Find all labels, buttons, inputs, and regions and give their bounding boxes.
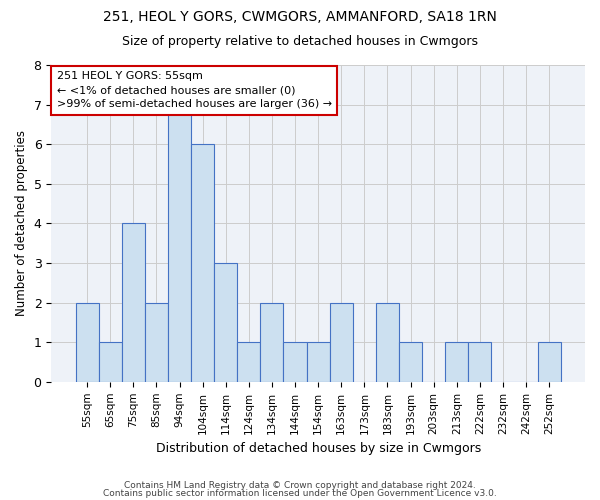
Bar xyxy=(214,263,237,382)
Text: Size of property relative to detached houses in Cwmgors: Size of property relative to detached ho… xyxy=(122,35,478,48)
Bar xyxy=(538,342,561,382)
Bar xyxy=(445,342,469,382)
Bar xyxy=(399,342,422,382)
Bar xyxy=(191,144,214,382)
Bar xyxy=(122,224,145,382)
Bar xyxy=(145,302,168,382)
Bar xyxy=(307,342,329,382)
Bar xyxy=(469,342,491,382)
Y-axis label: Number of detached properties: Number of detached properties xyxy=(15,130,28,316)
X-axis label: Distribution of detached houses by size in Cwmgors: Distribution of detached houses by size … xyxy=(155,442,481,455)
Bar xyxy=(168,104,191,382)
Bar xyxy=(376,302,399,382)
Bar xyxy=(329,302,353,382)
Text: 251, HEOL Y GORS, CWMGORS, AMMANFORD, SA18 1RN: 251, HEOL Y GORS, CWMGORS, AMMANFORD, SA… xyxy=(103,10,497,24)
Bar xyxy=(76,302,98,382)
Text: Contains HM Land Registry data © Crown copyright and database right 2024.: Contains HM Land Registry data © Crown c… xyxy=(124,481,476,490)
Text: Contains public sector information licensed under the Open Government Licence v3: Contains public sector information licen… xyxy=(103,488,497,498)
Text: 251 HEOL Y GORS: 55sqm
← <1% of detached houses are smaller (0)
>99% of semi-det: 251 HEOL Y GORS: 55sqm ← <1% of detached… xyxy=(56,72,332,110)
Bar xyxy=(98,342,122,382)
Bar xyxy=(237,342,260,382)
Bar xyxy=(283,342,307,382)
Bar xyxy=(260,302,283,382)
